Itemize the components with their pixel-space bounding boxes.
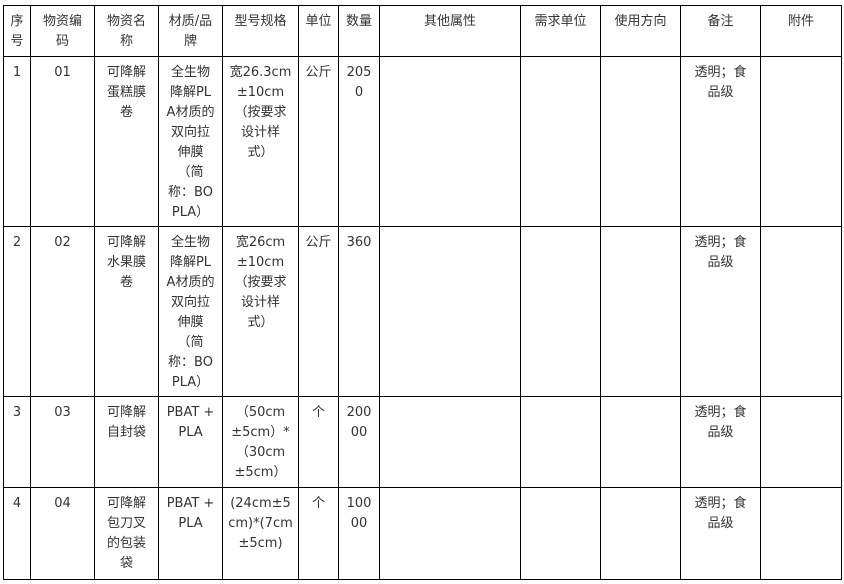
cell-spec: (24cm±5 cm)*(7cm ±5cm): [222, 487, 299, 580]
cell-material: 全生物 降解PL A材质的 双向拉 伸膜 （简 称：BO PLA）: [158, 226, 223, 397]
header-other: 其他属性: [379, 5, 521, 57]
cell-unit: 公斤: [298, 56, 339, 227]
cell-other: [379, 396, 521, 488]
header-code: 物资编 码: [30, 5, 95, 57]
table-row: 2 02 可降解 水果膜 卷全生物 降解PL A材质的 双向拉 伸膜 （简 称：BO…: [3, 226, 842, 397]
cell-attachment: [760, 396, 842, 488]
cell-other: [379, 226, 521, 397]
cell-attachment: [760, 226, 842, 397]
cell-demand-unit: [520, 56, 601, 227]
cell-unit: 公斤: [298, 226, 339, 397]
cell-usage: [600, 396, 681, 488]
cell-usage: [600, 487, 681, 580]
cell-other: [379, 56, 521, 227]
table-row: 1 01 可降解 蛋糕膜 卷全生物 降解PL A材质的 双向拉 伸膜 （简 称：BO…: [3, 56, 842, 227]
header-row: 序 号物资编 码物资名 称材质/品 牌型号规格 单位 数量 其他属性 需求单位 使用方向备…: [3, 5, 842, 57]
cell-remark: 透明；食 品级: [680, 396, 761, 488]
cell-unit: 个: [298, 487, 339, 580]
cell-seq: 4: [3, 487, 31, 580]
header-qty: 数量: [338, 5, 380, 57]
header-usage: 使用方向: [600, 5, 681, 57]
cell-seq: 2: [3, 226, 31, 397]
cell-qty: 200 00: [338, 396, 380, 488]
cell-demand-unit: [520, 226, 601, 397]
cell-remark: 透明；食 品级: [680, 56, 761, 227]
header-demand-unit: 需求单位: [520, 5, 601, 57]
table-row: 4 04 可降解 包刀叉 的包装 袋 PBAT + PLA (24cm±5 cm)*(7…: [3, 487, 842, 580]
cell-material: PBAT + PLA: [158, 487, 223, 580]
cell-spec: 宽26cm ±10cm （按要求 设计样 式）: [222, 226, 299, 397]
cell-demand-unit: [520, 396, 601, 488]
header-unit: 单位: [298, 5, 339, 57]
cell-qty: 360: [338, 226, 380, 397]
cell-seq: 3: [3, 396, 31, 488]
cell-code: 02: [30, 226, 95, 397]
cell-spec: 宽26.3cm ±10cm （按要求 设计样 式）: [222, 56, 299, 227]
table-row: 3 03 可降解 自封袋 PBAT + PLA （50cm ±5cm）* （30cm ±…: [3, 396, 842, 488]
cell-name: 可降解 包刀叉 的包装 袋: [94, 487, 159, 580]
header-material: 材质/品 牌: [158, 5, 223, 57]
header-attachment: 附件: [760, 5, 842, 57]
cell-code: 03: [30, 396, 95, 488]
cell-qty: 100 00: [338, 487, 380, 580]
cell-name: 可降解 蛋糕膜 卷: [94, 56, 159, 227]
cell-unit: 个: [298, 396, 339, 488]
cell-other: [379, 487, 521, 580]
cell-material: 全生物 降解PL A材质的 双向拉 伸膜 （简 称：BO PLA）: [158, 56, 223, 227]
materials-table: 序 号物资编 码物资名 称材质/品 牌型号规格 单位 数量 其他属性 需求单位 使用方向备…: [3, 5, 842, 580]
cell-usage: [600, 226, 681, 397]
header-remark: 备注: [680, 5, 761, 57]
cell-seq: 1: [3, 56, 31, 227]
cell-usage: [600, 56, 681, 227]
cell-code: 04: [30, 487, 95, 580]
cell-code: 01: [30, 56, 95, 227]
cell-name: 可降解 水果膜 卷: [94, 226, 159, 397]
cell-material: PBAT + PLA: [158, 396, 223, 488]
cell-remark: 透明；食 品级: [680, 226, 761, 397]
cell-qty: 205 0: [338, 56, 380, 227]
cell-spec: （50cm ±5cm）* （30cm ±5cm）: [222, 396, 299, 488]
cell-attachment: [760, 56, 842, 227]
header-seq: 序 号: [3, 5, 31, 57]
cell-demand-unit: [520, 487, 601, 580]
header-name: 物资名 称: [94, 5, 159, 57]
cell-attachment: [760, 487, 842, 580]
header-spec: 型号规格: [222, 5, 299, 57]
cell-name: 可降解 自封袋: [94, 396, 159, 488]
cell-remark: 透明；食 品级: [680, 487, 761, 580]
